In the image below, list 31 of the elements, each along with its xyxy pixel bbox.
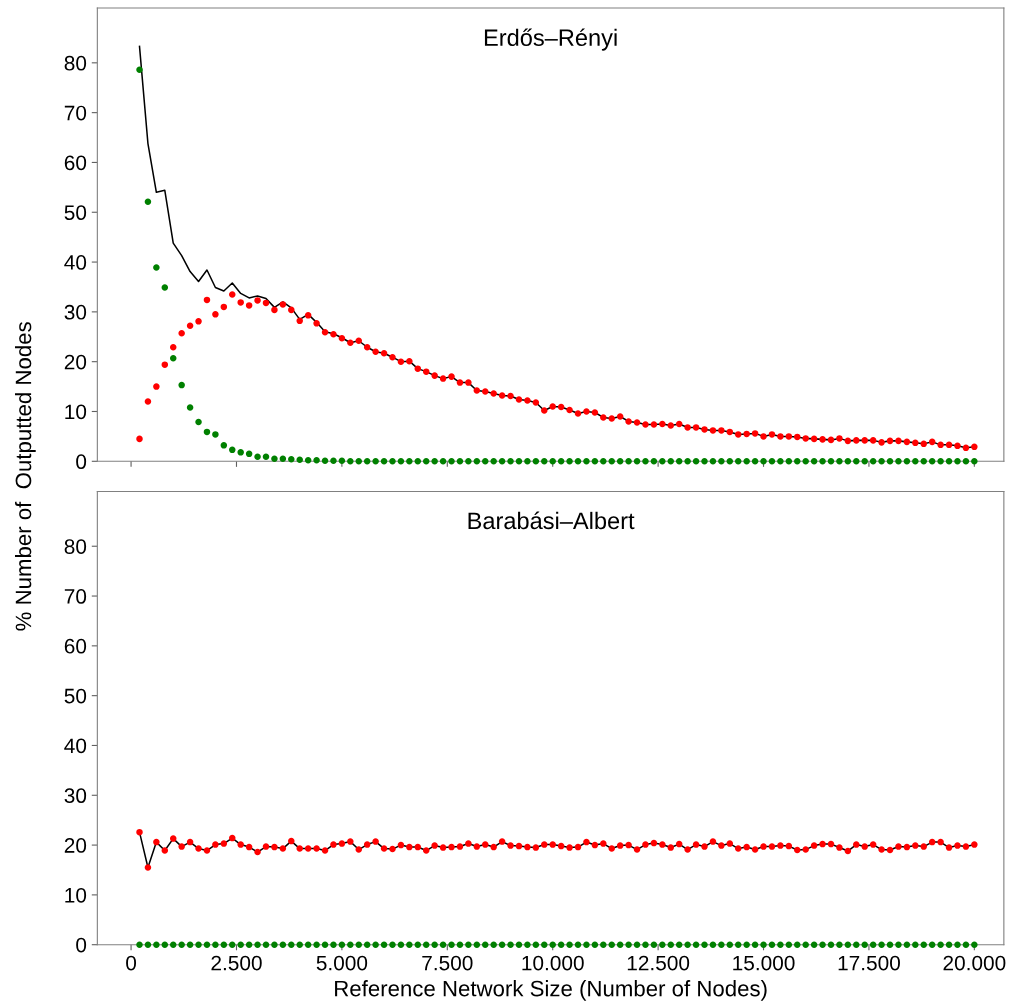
x-tick-label: 12.500 [627,955,690,971]
y-tick-label: 70 [64,589,87,604]
text: Barabási–Albert [468,511,635,530]
x-tick-label: 17.500 [838,955,900,971]
x-tick-label: 20.000 [943,955,1006,971]
x-axis-title: Reference Network Size (Number of Nodes) [335,980,767,1001]
y-tick-label: 10 [65,887,87,903]
y-tick-label: 40 [64,255,87,270]
y-axis-title: % Number of Outputted Nodes [14,322,36,631]
y-tick-label: 50 [64,688,87,704]
y-tick-label: 20 [64,354,87,370]
y-tick-label: 0 [76,937,87,953]
x-tick-label: 15.000 [733,955,795,971]
y-tick-label: 60 [64,638,87,654]
y-tick-label: 60 [64,155,87,171]
x-tick-label: 2.500 [211,955,262,971]
y-tick-label: 70 [64,105,87,121]
text: Erdős–Rényi [484,28,617,51]
y-tick-label: 80 [64,55,87,71]
y-tick-label: 40 [64,738,87,754]
y-tick-label: 80 [64,539,87,554]
x-tick-label: 7.500 [422,955,473,971]
x-tick-label: 0 [126,955,137,971]
y-tick-label: 0 [76,454,87,470]
y-tick-label: 20 [64,838,87,853]
y-tick-label: 30 [64,304,87,320]
y-tick-label: 50 [64,205,87,221]
y-tick-label: 10 [65,404,87,420]
x-tick-label: 5.000 [316,955,368,971]
y-tick-label: 30 [64,788,87,804]
x-tick-label: 10.000 [522,955,584,971]
